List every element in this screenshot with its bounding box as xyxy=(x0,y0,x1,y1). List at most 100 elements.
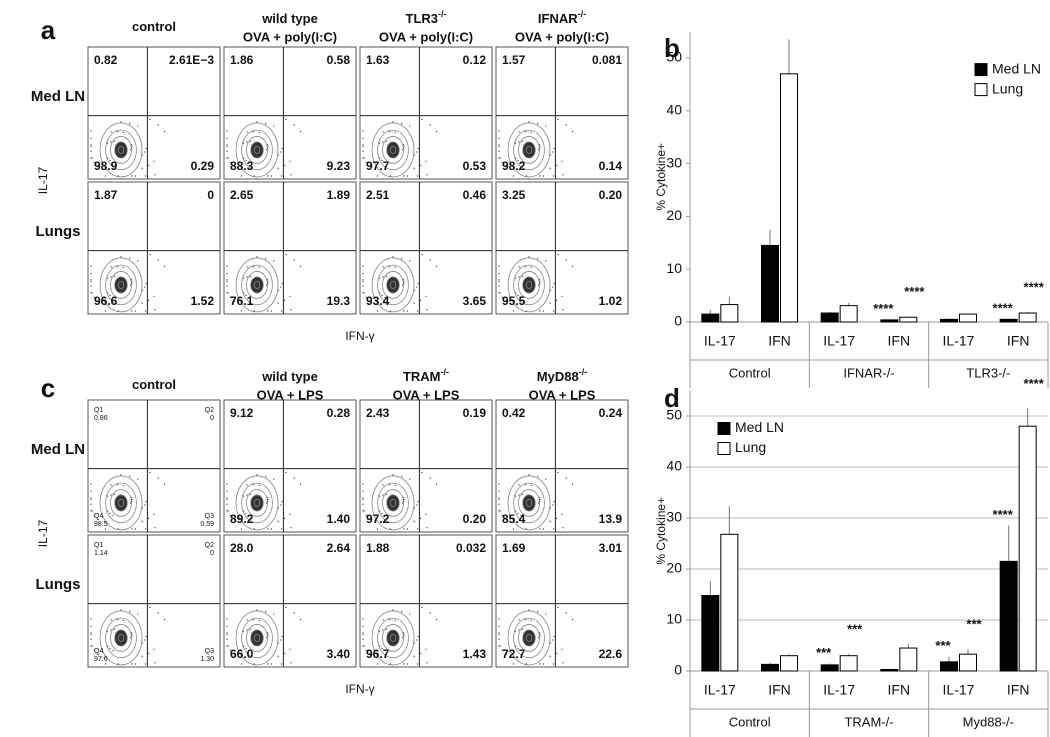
contour xyxy=(513,129,545,171)
event-dot xyxy=(545,613,547,615)
event-dot xyxy=(401,284,404,286)
event-dot xyxy=(153,295,155,298)
event-dot xyxy=(90,490,92,493)
event-dot xyxy=(240,663,243,665)
y-tick-label: 40 xyxy=(666,458,682,474)
event-dot xyxy=(106,277,109,279)
event-dot xyxy=(512,310,515,312)
event-dot xyxy=(406,175,409,177)
event-dot xyxy=(379,510,381,512)
quadrant-value: 0.19 xyxy=(463,406,487,420)
event-dot xyxy=(90,498,92,501)
bar xyxy=(959,313,977,323)
event-dot xyxy=(144,151,146,153)
bar xyxy=(839,305,858,323)
event-dot xyxy=(413,655,415,658)
quadrant-value: 0.24 xyxy=(599,406,623,420)
event-dot xyxy=(240,175,243,177)
event-dot xyxy=(229,514,232,517)
event-dot xyxy=(521,275,524,278)
contour xyxy=(507,610,551,666)
column-name: wild type xyxy=(261,11,318,26)
event-dot xyxy=(106,630,109,632)
column-name: control xyxy=(132,377,176,392)
event-dot xyxy=(435,618,438,621)
event-dot xyxy=(285,606,287,609)
column-name: control xyxy=(132,19,176,34)
event-dot xyxy=(104,663,107,665)
event-dot xyxy=(249,493,252,496)
event-dot xyxy=(498,137,500,140)
quadrant-value: 0.58 xyxy=(327,53,351,67)
event-dot xyxy=(144,528,147,530)
contour xyxy=(377,129,409,171)
event-dot xyxy=(226,498,228,501)
quadrant-value: 0 xyxy=(210,550,214,557)
event-dot xyxy=(90,150,92,152)
event-dot xyxy=(293,259,296,261)
event-dot xyxy=(240,528,243,530)
column-condition: OVA + LPS xyxy=(529,387,596,402)
event-dot xyxy=(131,498,133,501)
column-condition: OVA + poly(I:C) xyxy=(243,29,337,44)
event-dot xyxy=(552,286,554,288)
event-dot xyxy=(557,253,559,256)
event-dot xyxy=(518,484,520,486)
event-dot xyxy=(273,478,275,480)
event-dot xyxy=(384,296,386,299)
event-dot xyxy=(265,284,268,286)
event-dot xyxy=(538,143,541,146)
event-dot xyxy=(514,142,517,144)
event-dot xyxy=(557,471,559,474)
event-dot xyxy=(417,282,419,285)
event-dot xyxy=(499,510,501,512)
x-tick-label: IFN xyxy=(888,333,911,349)
event-dot xyxy=(518,276,520,278)
event-dot xyxy=(129,637,132,639)
quadrant-value: 2.43 xyxy=(366,406,390,420)
event-dot xyxy=(382,494,384,496)
event-dot xyxy=(141,507,144,509)
event-dot xyxy=(549,167,551,170)
event-dot xyxy=(289,160,291,163)
event-dot xyxy=(542,663,545,665)
quadrant-value: 2.64 xyxy=(327,541,351,555)
event-dot xyxy=(141,642,144,644)
quadrant-value: 1.52 xyxy=(191,294,215,308)
contour xyxy=(371,610,415,666)
plot-frame xyxy=(495,534,629,668)
event-dot xyxy=(498,144,500,146)
quadrant-value: 98.2 xyxy=(502,159,526,173)
event-dot xyxy=(379,292,381,294)
event-dot xyxy=(280,286,282,288)
legend-label: Med LN xyxy=(992,60,1041,76)
y-axis-label: IL-17 xyxy=(36,167,50,195)
event-dot xyxy=(266,143,269,146)
event-dot xyxy=(552,175,555,177)
event-dot xyxy=(163,130,166,133)
event-dot xyxy=(90,503,92,505)
y-tick-label: 10 xyxy=(666,260,682,276)
quadrant-value: 76.1 xyxy=(230,294,254,308)
quadrant-value: 97.6 xyxy=(94,656,108,663)
contour xyxy=(377,617,409,659)
event-dot xyxy=(134,310,137,312)
event-dot xyxy=(265,149,268,151)
event-dot xyxy=(242,142,245,144)
event-dot xyxy=(514,630,517,632)
event-dot xyxy=(426,309,428,311)
event-dot xyxy=(248,514,250,517)
event-dot xyxy=(520,649,522,652)
event-dot xyxy=(515,292,517,294)
event-dot xyxy=(539,310,541,312)
bar xyxy=(720,533,739,672)
event-dot xyxy=(129,122,131,125)
contour xyxy=(241,482,273,524)
event-dot xyxy=(538,147,541,150)
event-dot xyxy=(429,259,432,261)
event-dot xyxy=(226,145,228,148)
event-dot xyxy=(520,514,522,517)
bar xyxy=(720,304,739,323)
bar xyxy=(940,661,958,672)
